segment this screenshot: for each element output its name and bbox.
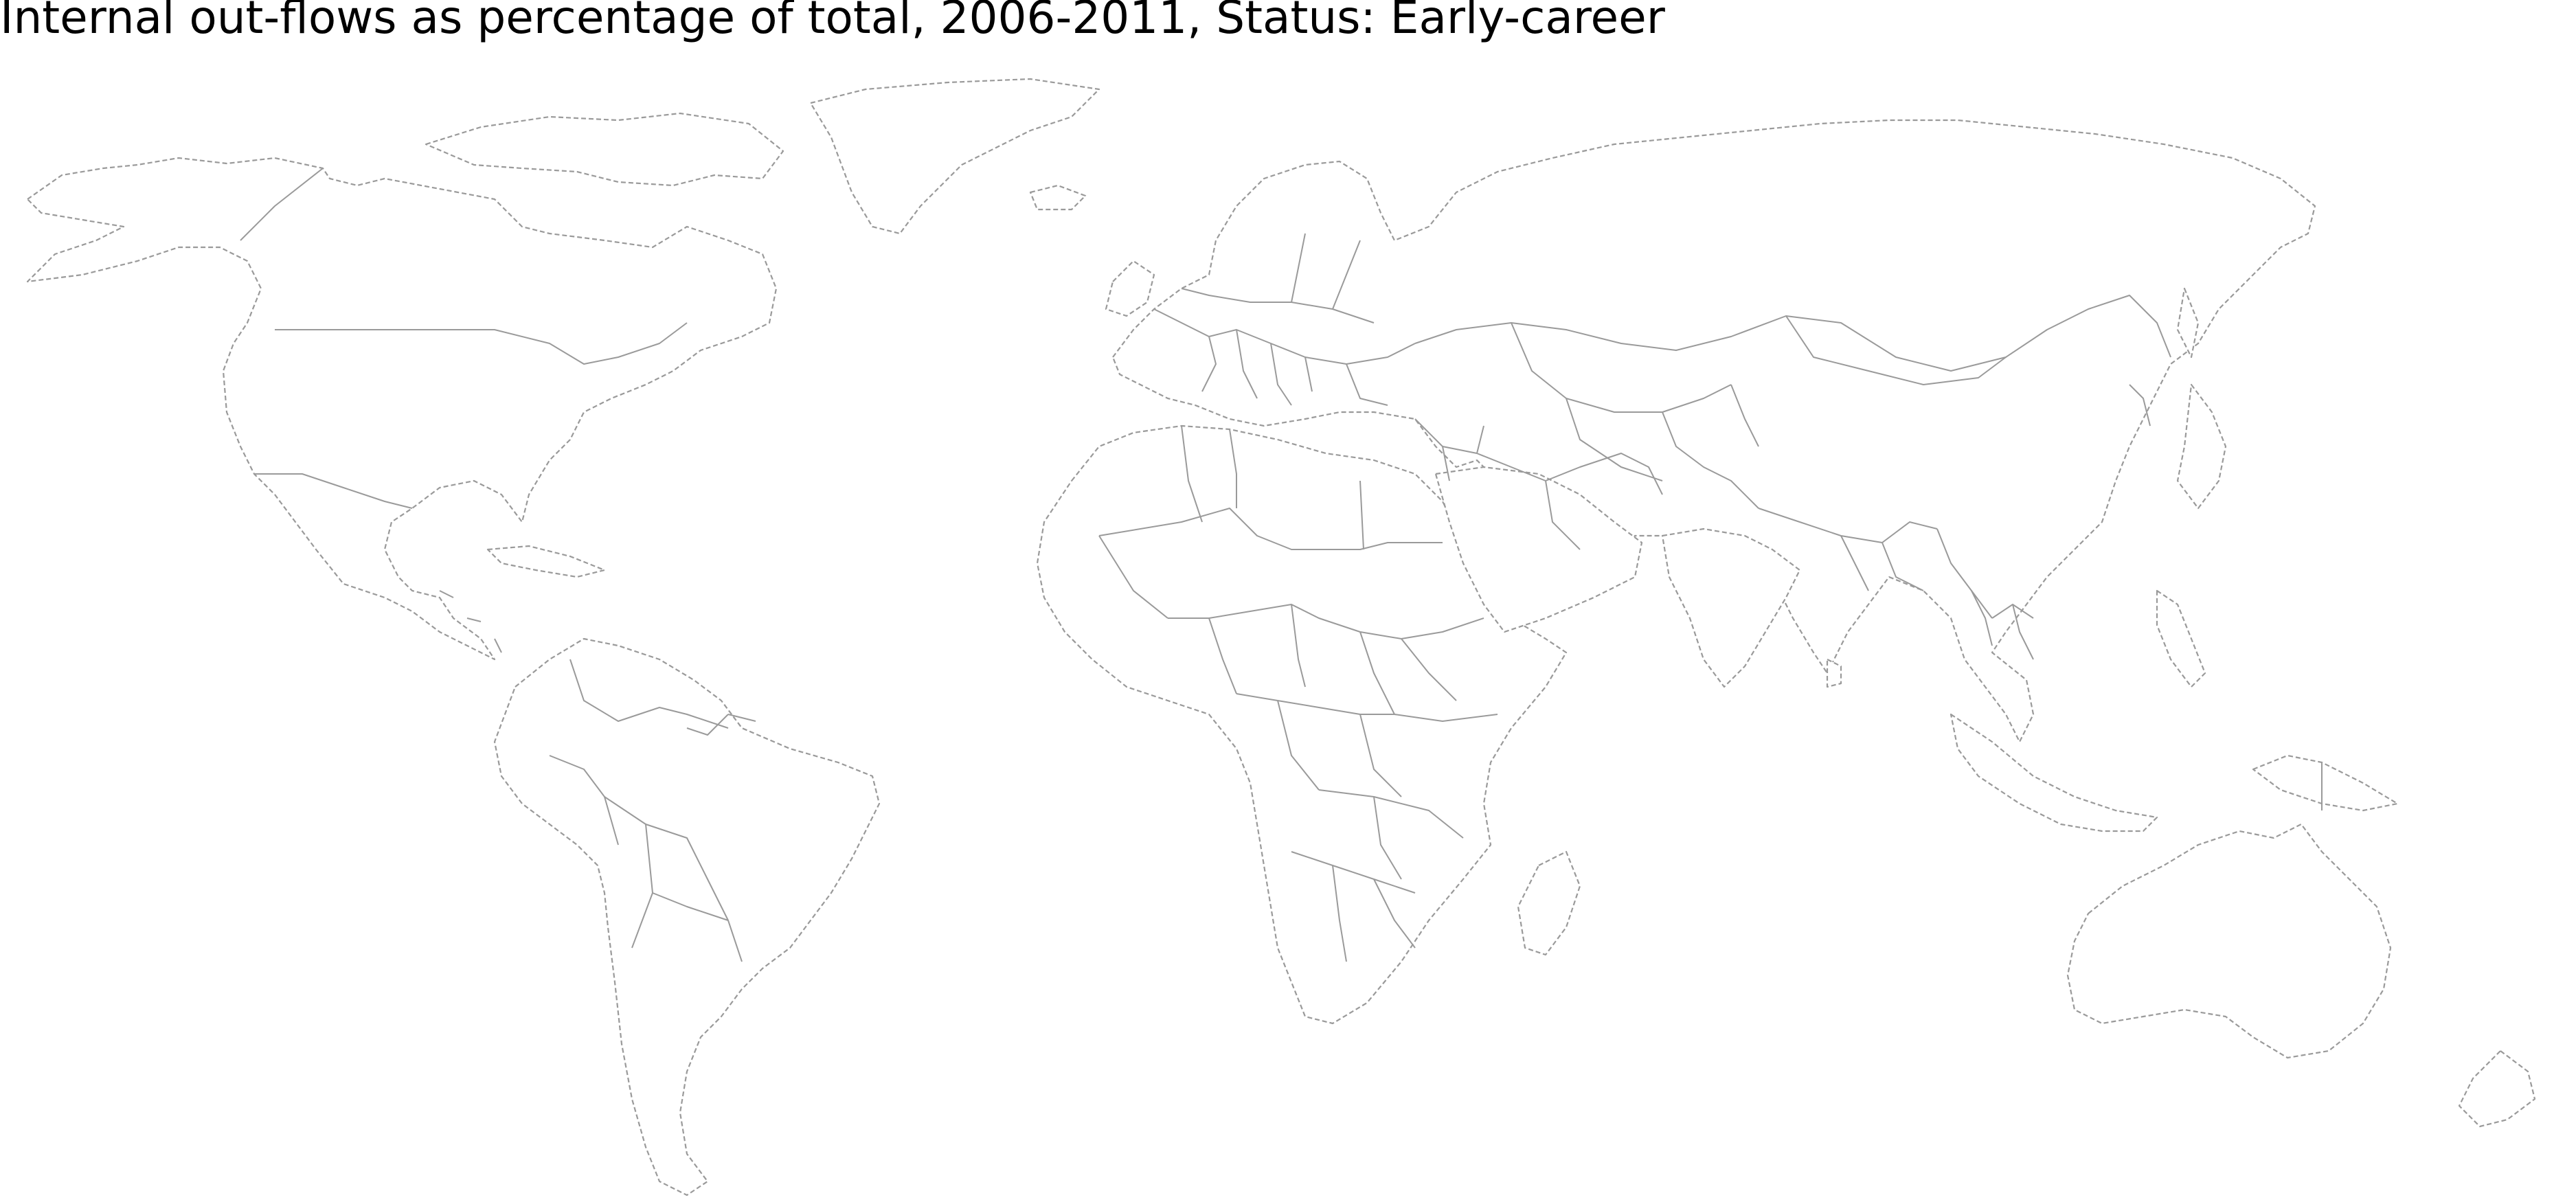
sri-lanka-landmass bbox=[1826, 658, 1842, 688]
us-mexico-border bbox=[254, 473, 413, 509]
south-america-landmass bbox=[493, 637, 881, 1197]
sub-saharan-borders bbox=[1168, 604, 1498, 962]
southeast-asia-borders bbox=[1971, 590, 2034, 660]
north-america-landmass bbox=[26, 157, 778, 661]
sakhalin-landmass bbox=[2176, 287, 2200, 359]
coastlines bbox=[26, 78, 2536, 1197]
north-africa-borders bbox=[1098, 425, 1443, 619]
new-guinea-landmass bbox=[2252, 754, 2399, 812]
british-isles-landmass bbox=[1105, 260, 1155, 317]
arabian-peninsula-landmass bbox=[1434, 466, 1643, 633]
arctic-islands-landmass bbox=[425, 112, 784, 187]
central-america-borders bbox=[439, 590, 502, 653]
russia-southern-border bbox=[1414, 295, 2171, 372]
africa-landmass bbox=[1036, 424, 1568, 1025]
indonesia-landmass bbox=[1950, 713, 2158, 832]
china-mongolia-border bbox=[1785, 315, 2007, 385]
us-canada-border bbox=[275, 322, 688, 365]
europe-borders bbox=[1153, 233, 1416, 406]
middle-east-borders bbox=[1414, 418, 1663, 550]
alaska-canada-border bbox=[240, 168, 324, 241]
madagascar-landmass bbox=[1517, 850, 1581, 956]
new-zealand-landmass bbox=[2458, 1050, 2536, 1128]
map-title: Internal out-flows as percentage of tota… bbox=[0, 0, 1665, 44]
india-landmass bbox=[1661, 528, 1801, 688]
iceland-landmass bbox=[1029, 184, 1087, 211]
australia-landmass bbox=[2066, 823, 2392, 1059]
south-america-borders bbox=[549, 659, 756, 962]
philippines-landmass bbox=[2156, 589, 2206, 688]
greenland-landmass bbox=[809, 78, 1100, 235]
japan-landmass bbox=[2176, 383, 2227, 510]
central-asia-borders bbox=[1511, 322, 1759, 509]
country-borders bbox=[240, 168, 2323, 962]
cuba-landmass bbox=[486, 545, 606, 578]
korea-border bbox=[2129, 384, 2151, 427]
south-asia-borders bbox=[1758, 508, 1993, 619]
